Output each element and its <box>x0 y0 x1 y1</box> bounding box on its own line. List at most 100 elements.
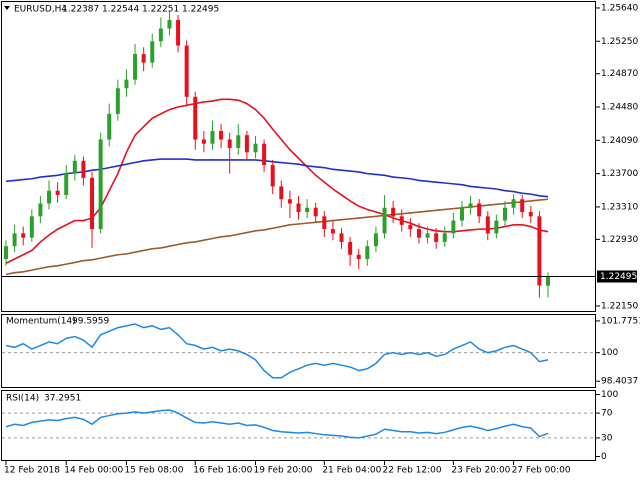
candle-body <box>184 45 189 97</box>
x-tick-label: 12 Feb 2018 <box>4 466 60 476</box>
candle-body <box>150 41 155 63</box>
candle-body <box>21 233 26 238</box>
candle-body <box>158 28 163 42</box>
moving-average <box>5 158 549 198</box>
candle-body <box>81 160 86 178</box>
candle-body <box>29 216 34 238</box>
candle-body <box>262 143 267 166</box>
candle-body <box>98 139 103 230</box>
candle-body <box>434 233 439 242</box>
candle-body <box>425 233 430 238</box>
candle-body <box>399 216 404 225</box>
y-tick-label: 1.25250 <box>601 37 638 47</box>
last-price-label: 1.22495 <box>600 272 637 282</box>
x-tick-label: 23 Feb 20:00 <box>451 466 510 476</box>
last-open: 1.22387 <box>62 5 99 15</box>
candle-body <box>72 160 77 174</box>
candle-body <box>193 96 198 140</box>
x-tick-label: 21 Feb 04:00 <box>322 466 381 476</box>
momentum-panel <box>1 314 596 388</box>
candle-body <box>4 246 8 260</box>
rsi-name: RSI(14) <box>6 394 39 404</box>
x-tick-label: 27 Feb 00:00 <box>512 466 571 476</box>
candle-body <box>537 216 542 286</box>
y-tick-label: 70 <box>601 409 613 419</box>
candle-body <box>356 254 361 260</box>
candle-body <box>528 212 533 217</box>
candle-body <box>47 190 52 204</box>
x-tick-label: 14 Feb 00:00 <box>64 466 123 476</box>
candle-body <box>382 207 387 234</box>
rsi-value: 37.2951 <box>44 394 81 404</box>
menu-triangle <box>4 6 10 10</box>
candle-body <box>546 276 550 286</box>
y-tick-label: 1.22930 <box>601 235 638 245</box>
candle-body <box>55 190 60 195</box>
candle-body <box>408 224 413 230</box>
candle-body <box>305 207 310 213</box>
candle-body <box>391 207 396 217</box>
candle-body <box>477 203 482 217</box>
candle-body <box>219 130 224 140</box>
candle-body <box>339 233 344 242</box>
y-tick-label: 1.24090 <box>601 136 638 146</box>
candle-body <box>133 54 138 80</box>
y-tick-label: 101.7751 <box>601 316 640 326</box>
momentum-name: Momentum(14) <box>6 317 76 327</box>
candle-body <box>468 203 473 208</box>
candle-body <box>115 88 120 114</box>
candle-body <box>201 139 206 144</box>
candle-body <box>253 143 258 153</box>
candle-body <box>12 233 17 247</box>
candle-body <box>107 113 112 140</box>
candle-body <box>459 207 464 221</box>
y-tick-label: 1.25640 <box>601 3 638 13</box>
indicator-line <box>5 323 549 379</box>
y-tick-label: 1.24870 <box>601 69 638 79</box>
rsi-panel <box>1 390 596 461</box>
candle-body <box>287 199 292 204</box>
x-tick-label: 19 Feb 20:00 <box>253 466 312 476</box>
candle-body <box>416 229 421 238</box>
candle-body <box>210 130 215 144</box>
candle-body <box>141 54 146 63</box>
x-tick-label: 22 Feb 12:00 <box>383 466 442 476</box>
symbol: EURUSD,H4 <box>14 5 67 15</box>
y-tick-label: 1.23310 <box>601 202 638 212</box>
candle-body <box>90 177 95 230</box>
y-tick-label: 0 <box>601 452 607 462</box>
candle-body <box>236 135 241 149</box>
candle-body <box>451 220 456 234</box>
y-tick-label: 100 <box>601 390 618 400</box>
candle-body <box>313 207 318 217</box>
last-high: 1.22544 <box>102 5 139 15</box>
indicator-line <box>5 409 549 439</box>
candle-body <box>167 19 172 29</box>
candle-body <box>176 19 181 46</box>
candle-body <box>494 220 499 234</box>
x-tick-label: 15 Feb 08:00 <box>124 466 183 476</box>
candle-body <box>244 135 249 153</box>
y-tick-label: 1.23700 <box>601 169 638 179</box>
y-tick-label: 30 <box>601 433 613 443</box>
candle-body <box>279 186 284 200</box>
main-panel <box>1 1 596 312</box>
last-low: 1.22251 <box>142 5 179 15</box>
moving-average <box>5 98 549 264</box>
candle-body <box>270 165 275 187</box>
candle-body <box>365 246 370 260</box>
last-price-box <box>597 270 637 283</box>
y-tick-label: 1.24480 <box>601 103 638 113</box>
candle-body <box>520 199 525 213</box>
candle-body <box>64 173 69 195</box>
candle-body <box>322 216 327 230</box>
candle-body <box>348 241 353 255</box>
candle-body <box>296 203 301 213</box>
momentum-value: 99.5959 <box>72 317 109 327</box>
candle-body <box>38 203 43 217</box>
candle-body <box>502 207 507 221</box>
moving-average <box>5 198 549 276</box>
y-tick-label: 1.22150 <box>601 301 638 311</box>
candle-body <box>373 233 378 247</box>
